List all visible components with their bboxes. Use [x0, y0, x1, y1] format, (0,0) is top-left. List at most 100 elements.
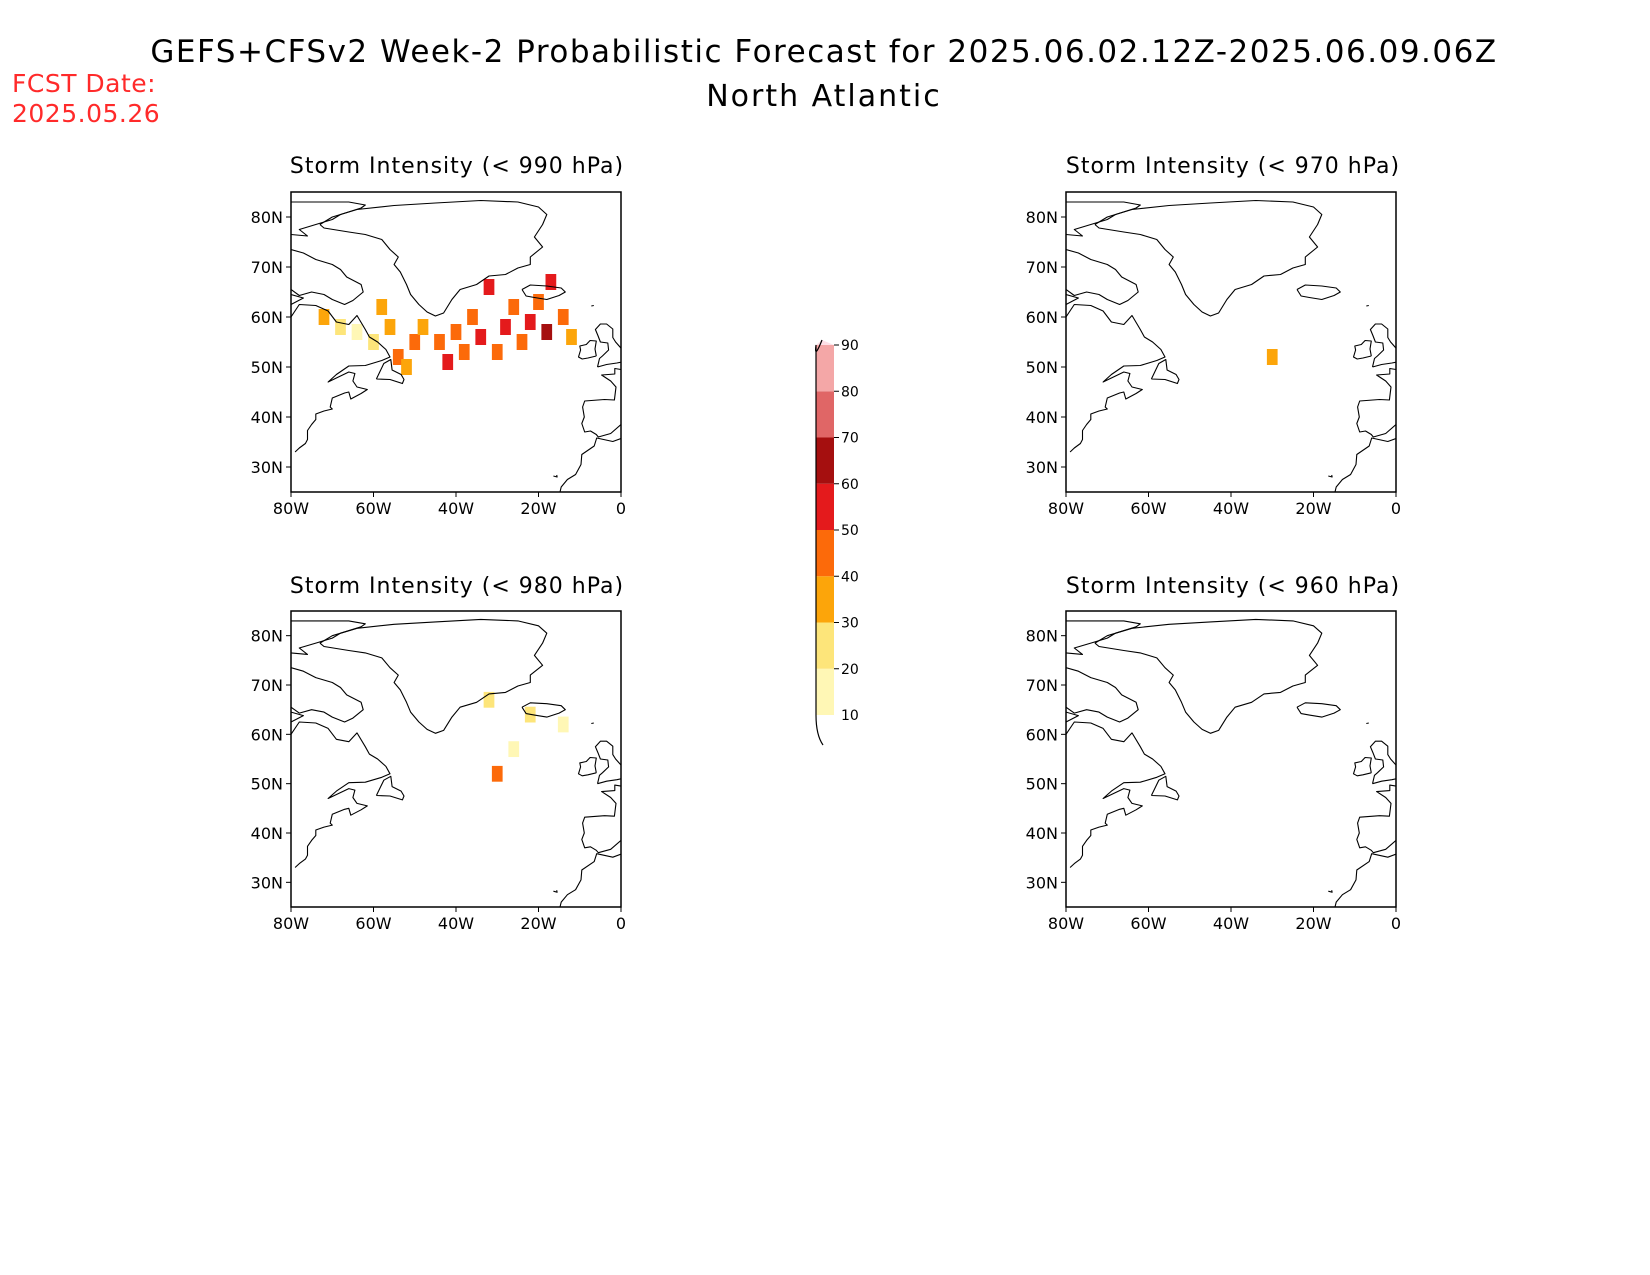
- colorbar-segment: [816, 483, 834, 530]
- coastline-iceland: [1296, 284, 1341, 301]
- colorbar-segment: [816, 345, 834, 392]
- probability-cell: [533, 294, 544, 310]
- colorbar-top-cap: [816, 340, 834, 345]
- coastline-ellesmere: [1066, 201, 1141, 237]
- colorbar-label: 60: [841, 477, 859, 493]
- lat-tick-label: 30N: [251, 873, 283, 892]
- probability-cell: [524, 314, 536, 330]
- colorbar-segment: [816, 530, 834, 577]
- coastline-ellesmere: [291, 201, 366, 237]
- lon-tick-label: 80W: [273, 499, 309, 518]
- coastline-faroe: [1366, 722, 1369, 725]
- colorbar-label: 20: [841, 662, 859, 678]
- lat-tick-label: 50N: [1026, 775, 1058, 794]
- probability-cell: [1266, 349, 1278, 365]
- colorbar-segment: [816, 622, 834, 669]
- coastline-africa: [559, 437, 621, 492]
- coastline-iceland: [521, 702, 566, 718]
- panel-980: Storm Intensity (< 980 hPa) 80W 60W 40W 20W…: [251, 574, 626, 933]
- lon-tick-label: 40W: [438, 499, 474, 518]
- coastline-labrador: [1066, 721, 1166, 868]
- coastline-baffin: [1066, 667, 1139, 723]
- probability-cell: [417, 319, 429, 335]
- colorbar-label: 50: [841, 523, 859, 539]
- probability-cell: [545, 274, 557, 290]
- lat-tick-label: 50N: [251, 775, 283, 794]
- probability-cell: [557, 309, 569, 325]
- lat-tick-label: 70N: [251, 258, 283, 277]
- probability-cell: [483, 691, 495, 708]
- coastline-europe: [1356, 367, 1396, 438]
- lat-tick-label: 30N: [1026, 873, 1058, 892]
- coastline-labrador: [291, 721, 391, 868]
- lat-tick-label: 60N: [251, 725, 283, 744]
- coastline-europe: [581, 367, 621, 438]
- probability-cell: [508, 741, 520, 758]
- lon-tick-label: 80W: [1048, 499, 1084, 518]
- lat-tick-label: 30N: [1026, 458, 1058, 477]
- lon-tick-label: 80W: [273, 914, 309, 933]
- probability-cell: [401, 359, 412, 375]
- lon-tick-label: 0: [616, 914, 626, 933]
- region-subtitle: North Atlantic: [706, 79, 942, 114]
- colorbar-segment: [816, 668, 834, 715]
- panel-title-970: Storm Intensity (< 970 hPa): [1066, 154, 1400, 179]
- colorbar: 10 20 30 40 50 60 70 80 90: [815, 338, 859, 746]
- lon-tick-label: 20W: [520, 914, 556, 933]
- coastline-greenland: [319, 199, 548, 317]
- map-970: 80W 60W 40W 20W 0 80N 70N 60N 50N 40N 30N: [1026, 191, 1401, 518]
- lat-tick-label: 40N: [251, 408, 283, 427]
- lon-tick-label: 0: [1391, 914, 1401, 933]
- figure-title: GEFS+CFSv2 Week-2 Probabilistic Forecast…: [150, 34, 1497, 70]
- coastline-canaries: [553, 890, 558, 893]
- coastline-southampton: [1066, 293, 1079, 305]
- lat-tick-label: 50N: [251, 358, 283, 377]
- lat-tick-label: 80N: [1026, 208, 1058, 227]
- coastline-labrador: [291, 303, 391, 453]
- colorbar-label: 40: [841, 569, 859, 585]
- coastline-southampton: [1066, 711, 1079, 723]
- panel-title-980: Storm Intensity (< 980 hPa): [290, 574, 624, 599]
- probability-cell: [475, 329, 487, 345]
- coastline-gbIreland: [594, 740, 621, 785]
- probability-cell: [516, 334, 528, 350]
- probability-cell: [434, 334, 445, 350]
- map-990: 80W 60W 40W 20W 0 80N 70N 60N 50N 40N 30N: [251, 191, 626, 518]
- coastline-newfoundland: [375, 775, 405, 801]
- lat-tick-label: 40N: [1026, 408, 1058, 427]
- colorbar-segment: [816, 576, 834, 623]
- probability-cell: [467, 309, 478, 325]
- probability-cell: [384, 319, 396, 335]
- probability-cell: [450, 324, 462, 340]
- map-frame: [1065, 610, 1397, 908]
- probability-cell: [351, 324, 363, 340]
- coastline-faroe: [591, 304, 594, 307]
- coastline-baffin: [291, 248, 364, 306]
- coastline-africa: [559, 853, 621, 907]
- coastline-africa: [1334, 437, 1396, 492]
- coastline-southampton: [291, 711, 304, 723]
- map-body: [291, 199, 621, 492]
- probability-cell: [557, 716, 569, 733]
- colorbar-label: 70: [841, 431, 859, 447]
- lat-tick-label: 60N: [251, 308, 283, 327]
- lon-tick-label: 80W: [1048, 914, 1084, 933]
- lat-tick-label: 70N: [1026, 258, 1058, 277]
- lon-tick-label: 60W: [355, 499, 391, 518]
- lat-tick-label: 80N: [1026, 627, 1058, 646]
- coastline-canaries: [1328, 890, 1333, 893]
- colorbar-segment: [816, 437, 834, 484]
- coastline-southampton: [291, 293, 304, 305]
- coastline-newfoundland: [375, 358, 405, 385]
- coastline-gbIreland: [594, 323, 621, 368]
- coastline-labrador: [1066, 303, 1166, 453]
- panel-title-960: Storm Intensity (< 960 hPa): [1066, 574, 1400, 599]
- lat-tick-label: 60N: [1026, 725, 1058, 744]
- probability-cell: [442, 354, 454, 370]
- probability-cell: [318, 309, 330, 325]
- coastline-faroe: [591, 722, 594, 725]
- lon-tick-label: 60W: [355, 914, 391, 933]
- colorbar-segment: [816, 391, 834, 438]
- lon-tick-label: 20W: [520, 499, 556, 518]
- coastline-greenland: [1094, 618, 1323, 734]
